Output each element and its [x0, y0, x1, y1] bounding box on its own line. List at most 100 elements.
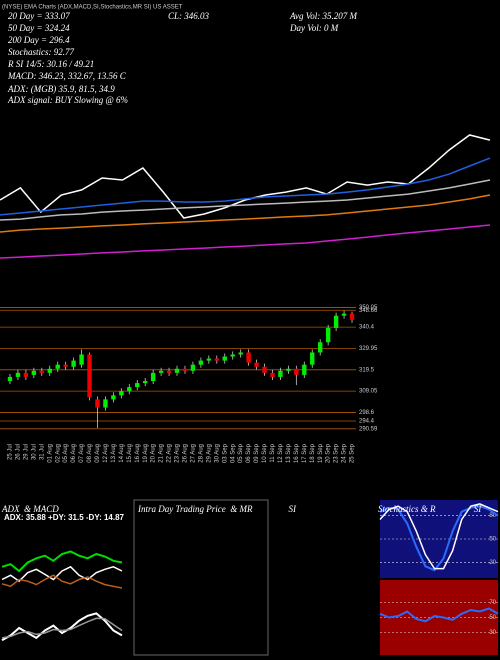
- annotation: CL: 346.03: [168, 11, 210, 21]
- panel-frame: [133, 499, 269, 656]
- x-tick-label: 25 Sep: [350, 443, 356, 463]
- candle-body: [166, 370, 172, 373]
- x-tick-label: 23 Sep: [334, 443, 340, 463]
- candle-body: [119, 391, 124, 396]
- candle-body: [39, 370, 44, 373]
- y-tick-label: 30: [489, 630, 496, 636]
- y-tick-label: 348.66: [359, 308, 378, 314]
- x-tick-label: 01 Aug: [47, 444, 53, 463]
- x-tick-label: 20 Sep: [326, 443, 332, 463]
- x-tick-label: 12 Aug: [103, 444, 109, 463]
- annotation: R SI 14/5: 30.16 / 49.21: [7, 59, 94, 69]
- panel-title: ADX & MACD: [1, 504, 59, 514]
- x-tick-label: 20 Aug: [151, 444, 157, 463]
- panel-title: Intra Day Trading Price & MR SI: [137, 504, 297, 514]
- candle-body: [87, 354, 92, 398]
- x-tick-label: 22 Aug: [167, 444, 173, 463]
- candle-body: [302, 364, 307, 375]
- x-tick-label: 04 Sep: [230, 443, 236, 463]
- y-tick-label: 350.05: [359, 305, 378, 311]
- x-tick-label: 09 Sep: [254, 443, 260, 463]
- candle-body: [278, 370, 283, 377]
- x-tick-label: 05 Sep: [238, 443, 244, 463]
- line-series: [1, 617, 123, 639]
- x-tick-label: 12 Sep: [278, 443, 284, 463]
- candle-body: [103, 399, 108, 408]
- x-tick-label: 25 Jul: [8, 444, 14, 460]
- x-tick-label: 09 Aug: [95, 444, 101, 463]
- candle-body: [15, 372, 21, 377]
- candle-body: [341, 313, 347, 316]
- x-tick-label: 29 Aug: [206, 444, 212, 463]
- candle-body: [246, 352, 251, 363]
- candle-body: [333, 315, 339, 328]
- x-tick-label: 02 Aug: [55, 444, 61, 463]
- annotation: Stochastics: 92.77: [8, 47, 74, 57]
- x-tick-label: 18 Sep: [310, 443, 316, 463]
- line-series: [379, 505, 499, 572]
- line-series: [0, 194, 491, 233]
- line-series: [0, 224, 491, 259]
- x-tick-label: 07 Aug: [79, 444, 85, 463]
- line-series: [379, 607, 499, 623]
- candle-body: [143, 381, 148, 384]
- candle-body: [71, 360, 76, 367]
- panel-title: Stochastics & R SI: [378, 504, 482, 514]
- y-tick-label: 70: [489, 600, 496, 606]
- candle-body: [150, 372, 156, 382]
- x-tick-label: 26 Aug: [183, 444, 189, 463]
- annotation: 20 Day = 333.07: [8, 11, 70, 21]
- candle-body: [286, 368, 291, 371]
- line-series: [1, 565, 123, 583]
- line-series: [0, 179, 491, 221]
- candle-body: [95, 399, 100, 408]
- candle-body: [174, 368, 180, 373]
- y-tick-label: 80: [489, 513, 496, 519]
- candle-body: [222, 356, 227, 361]
- candle-body: [270, 372, 275, 377]
- annotation: ADX: (MGB) 35.9, 81.5, 34.9: [7, 84, 115, 94]
- line-series: [379, 503, 499, 570]
- candle-body: [79, 354, 84, 365]
- x-tick-label: 19 Sep: [318, 443, 324, 463]
- candle-body: [206, 358, 212, 361]
- x-tick-label: 27 Aug: [191, 444, 197, 463]
- x-tick-label: 06 Sep: [246, 443, 252, 463]
- candle-body: [238, 352, 243, 355]
- annotation: 200 Day = 296.4: [8, 35, 70, 45]
- x-tick-label: 30 Aug: [214, 444, 220, 463]
- x-tick-label: 24 Sep: [342, 443, 348, 463]
- annotation: Avg Vol: 35.207 M: [289, 11, 357, 21]
- candle-body: [23, 372, 29, 377]
- x-tick-label: 29 Jul: [23, 444, 29, 460]
- candle-body: [135, 383, 140, 388]
- x-tick-label: 16 Sep: [294, 443, 300, 463]
- x-tick-label: 28 Aug: [198, 444, 204, 463]
- x-tick-label: 31 Jul: [39, 444, 45, 460]
- x-tick-label: 08 Aug: [87, 444, 93, 463]
- y-tick-label: 50: [489, 537, 496, 543]
- candle-body: [31, 370, 37, 375]
- candle-body: [47, 368, 52, 373]
- x-tick-label: 17 Sep: [302, 443, 308, 463]
- y-tick-label: 309.05: [359, 389, 378, 395]
- line-series: [1, 574, 123, 589]
- candle-body: [190, 364, 196, 371]
- annotation: 50 Day = 324.24: [8, 23, 70, 33]
- y-tick-label: 340.4: [359, 325, 375, 331]
- y-tick-label: 319.5: [359, 367, 375, 373]
- candle-body: [310, 352, 315, 365]
- x-tick-label: 14 Aug: [119, 444, 125, 463]
- x-tick-label: 15 Aug: [127, 444, 133, 463]
- candle-body: [214, 358, 219, 361]
- annotation: ADX signal: BUY Slowing @ 6%: [7, 95, 128, 105]
- x-tick-label: 23 Aug: [175, 444, 181, 463]
- x-tick-label: 10 Sep: [262, 443, 268, 463]
- candle-body: [158, 370, 164, 373]
- x-tick-label: 06 Aug: [71, 444, 77, 463]
- candle-body: [182, 368, 188, 371]
- candle-body: [111, 395, 116, 400]
- candle-body: [63, 364, 68, 367]
- x-tick-label: 21 Aug: [159, 444, 165, 463]
